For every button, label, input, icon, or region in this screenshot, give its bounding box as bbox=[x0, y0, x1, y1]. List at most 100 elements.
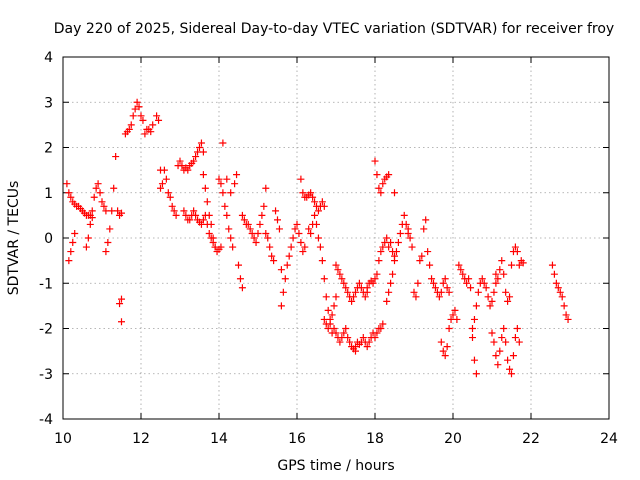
data-point-marker bbox=[100, 202, 108, 210]
data-point-marker bbox=[192, 153, 200, 161]
data-point-marker bbox=[340, 329, 348, 337]
data-point-marker bbox=[215, 175, 223, 183]
data-point-marker bbox=[153, 112, 161, 120]
data-point-marker bbox=[227, 189, 235, 197]
data-point-marker bbox=[219, 139, 227, 147]
data-point-marker bbox=[482, 284, 490, 292]
data-point-marker bbox=[125, 125, 133, 133]
data-point-marker bbox=[463, 279, 471, 287]
x-tick-label: 14 bbox=[210, 431, 228, 447]
data-point-marker bbox=[262, 229, 270, 237]
data-point-marker bbox=[494, 275, 502, 283]
data-point-marker bbox=[352, 288, 359, 296]
data-point-marker bbox=[494, 361, 502, 369]
data-point-marker bbox=[508, 370, 515, 378]
data-point-marker bbox=[129, 112, 137, 120]
data-point-marker bbox=[515, 261, 523, 269]
data-point-marker bbox=[418, 252, 426, 260]
series-trace-d bbox=[102, 153, 120, 256]
data-point-marker bbox=[277, 266, 285, 274]
data-point-marker bbox=[496, 347, 504, 355]
data-point-marker bbox=[430, 279, 437, 287]
data-point-marker bbox=[190, 157, 198, 165]
data-point-marker bbox=[445, 325, 453, 332]
data-point-marker bbox=[431, 284, 439, 292]
y-tick-labels: -4 -3 -2 -1 0 1 2 3 4 bbox=[39, 50, 53, 428]
data-point-marker bbox=[492, 352, 500, 360]
data-point-marker bbox=[133, 98, 141, 106]
series-trace-q bbox=[297, 175, 328, 215]
data-point-marker bbox=[92, 184, 100, 192]
data-point-marker bbox=[275, 225, 283, 233]
data-point-marker bbox=[190, 207, 198, 215]
data-point-marker bbox=[365, 338, 373, 346]
series-trace-g bbox=[141, 112, 164, 174]
data-point-marker bbox=[472, 370, 480, 378]
data-point-marker bbox=[197, 139, 205, 147]
data-point-marker bbox=[332, 261, 340, 269]
series-trace-p bbox=[277, 220, 309, 310]
data-point-marker bbox=[252, 239, 260, 247]
data-point-marker bbox=[299, 189, 307, 197]
data-point-marker bbox=[291, 225, 299, 233]
data-point-marker bbox=[344, 288, 352, 296]
data-point-marker bbox=[348, 297, 356, 305]
data-point-marker bbox=[488, 297, 496, 305]
data-point-marker bbox=[102, 207, 110, 215]
data-point-marker bbox=[342, 325, 350, 332]
data-point-marker bbox=[316, 243, 324, 251]
data-point-marker bbox=[197, 220, 205, 228]
data-point-marker bbox=[404, 225, 412, 233]
data-point-marker bbox=[502, 288, 510, 296]
data-point-marker bbox=[223, 211, 231, 219]
data-point-marker bbox=[324, 306, 332, 314]
data-point-marker bbox=[320, 275, 328, 283]
data-point-marker bbox=[420, 225, 428, 233]
data-point-marker bbox=[502, 338, 510, 346]
data-point-marker bbox=[344, 334, 352, 342]
data-point-marker bbox=[194, 148, 202, 156]
y-tick-label: 3 bbox=[44, 95, 53, 111]
data-point-marker bbox=[467, 284, 475, 292]
y-tick-label: -2 bbox=[39, 322, 53, 338]
data-point-marker bbox=[231, 180, 239, 188]
data-point-marker bbox=[260, 202, 268, 210]
data-point-marker bbox=[500, 325, 508, 332]
data-point-marker bbox=[361, 293, 369, 301]
series-trace-r bbox=[305, 211, 340, 323]
data-point-marker bbox=[104, 239, 112, 247]
data-point-marker bbox=[88, 207, 96, 215]
data-point-marker bbox=[322, 293, 330, 301]
data-point-marker bbox=[266, 243, 274, 251]
data-point-marker bbox=[387, 239, 395, 247]
series-trace-z bbox=[437, 261, 480, 378]
data-point-marker bbox=[441, 275, 449, 283]
data-point-marker bbox=[414, 279, 422, 287]
data-point-marker bbox=[488, 329, 496, 337]
data-point-marker bbox=[170, 207, 178, 215]
data-point-marker bbox=[509, 352, 517, 360]
data-point-marker bbox=[554, 284, 562, 292]
data-point-marker bbox=[359, 334, 367, 342]
data-point-marker bbox=[484, 293, 492, 301]
data-point-marker bbox=[377, 248, 385, 256]
data-point-marker bbox=[289, 234, 297, 242]
data-point-marker bbox=[96, 189, 104, 197]
series-trace-m bbox=[219, 139, 246, 292]
data-point-marker bbox=[182, 211, 190, 219]
data-point-marker bbox=[519, 259, 527, 267]
data-point-marker bbox=[203, 198, 211, 206]
data-point-marker bbox=[504, 297, 512, 305]
data-point-marker bbox=[207, 220, 215, 228]
data-point-marker bbox=[441, 352, 449, 360]
data-point-marker bbox=[219, 189, 227, 197]
data-point-marker bbox=[186, 216, 194, 224]
data-point-marker bbox=[139, 116, 147, 124]
data-point-marker bbox=[330, 325, 338, 332]
data-point-marker bbox=[437, 288, 445, 296]
series-trace-w bbox=[371, 157, 398, 197]
data-point-marker bbox=[268, 252, 276, 260]
data-point-marker bbox=[293, 220, 301, 228]
data-point-marker bbox=[391, 257, 398, 265]
